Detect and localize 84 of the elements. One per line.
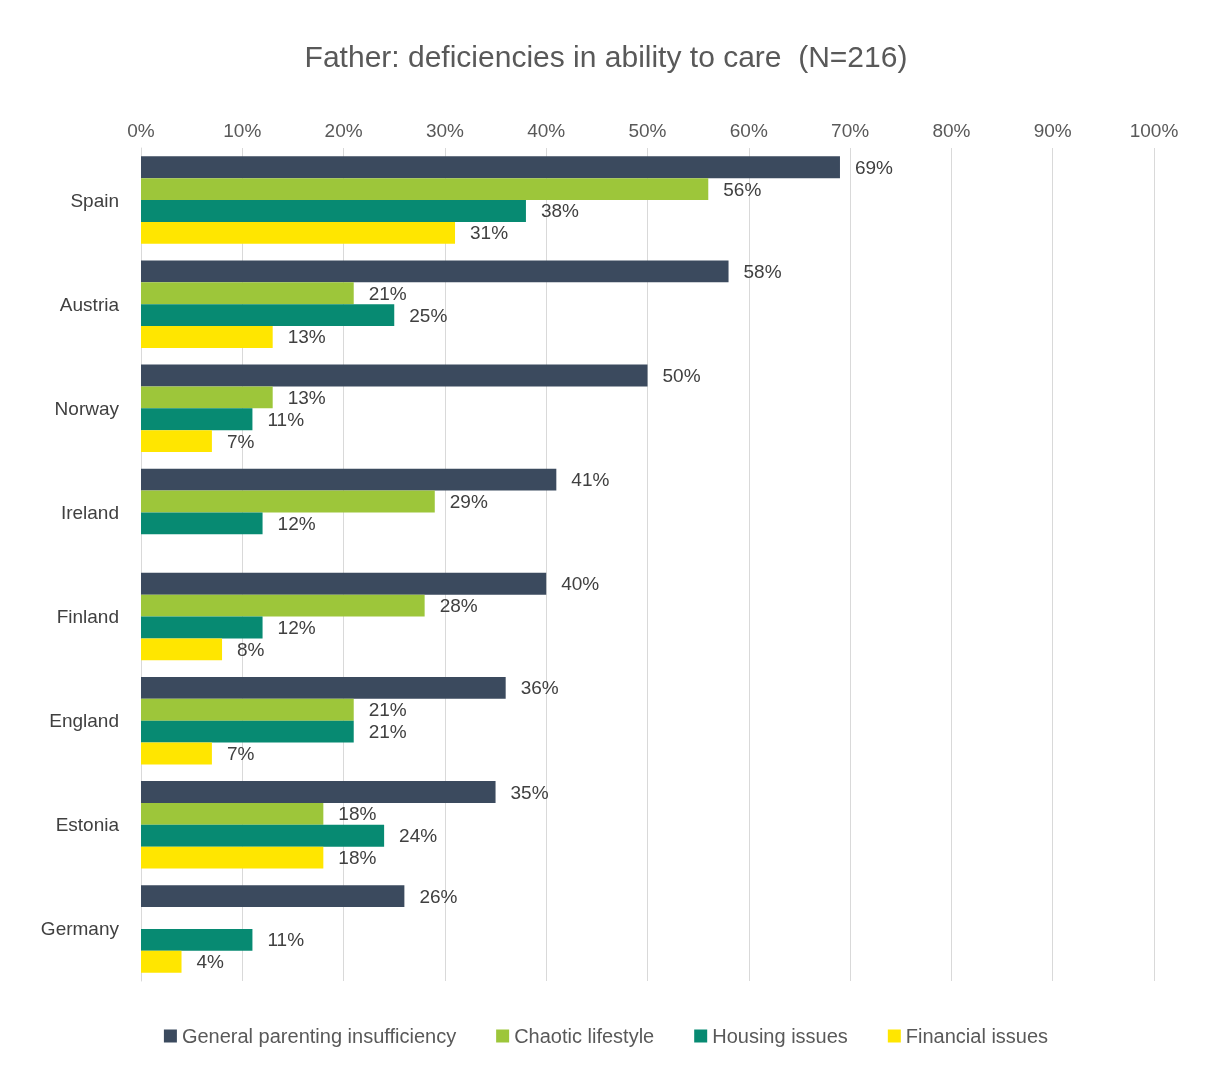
bar (141, 781, 496, 803)
bar (141, 885, 405, 908)
x-tick-label: 60% (729, 120, 768, 141)
data-label: 11% (267, 408, 305, 430)
x-tick-label: 30% (425, 120, 465, 141)
bar (141, 200, 526, 222)
bar (141, 698, 354, 721)
data-label: 13% (287, 386, 326, 408)
data-label: 41% (571, 469, 610, 491)
x-tick-label: 10% (223, 120, 262, 141)
legend-label: Housing issues (712, 1025, 848, 1047)
bar (141, 616, 263, 639)
bar (141, 221, 456, 244)
data-label: 29% (449, 491, 488, 512)
bar (141, 304, 395, 327)
bar (141, 846, 324, 869)
data-label: 12% (277, 512, 316, 534)
bar (141, 430, 212, 453)
data-label: 28% (439, 595, 478, 617)
bar (141, 676, 506, 699)
data-label: 36% (520, 677, 559, 699)
bar (141, 490, 435, 513)
bar (141, 742, 212, 765)
data-label: 18% (338, 803, 377, 825)
bar (141, 282, 354, 305)
bar (141, 594, 425, 617)
y-tick-label: Estonia (55, 814, 120, 836)
data-label: 50% (662, 365, 701, 387)
bar (141, 386, 273, 409)
bar (141, 802, 324, 825)
data-label: 56% (723, 178, 762, 200)
bar (141, 928, 253, 951)
data-label: 7% (226, 430, 255, 452)
bar (141, 156, 840, 179)
data-label: 11% (267, 929, 305, 951)
data-label: 18% (338, 847, 377, 869)
x-tick-label: 40% (527, 120, 566, 141)
bar (141, 260, 729, 283)
data-label: 21% (368, 282, 407, 304)
bar (141, 572, 547, 595)
y-tick-label: Norway (54, 397, 120, 419)
data-label: 21% (368, 699, 407, 721)
x-tick-label: 0% (127, 120, 155, 141)
data-label: 38% (540, 200, 580, 222)
data-label: 58% (743, 260, 782, 282)
bar (141, 638, 223, 661)
y-tick-label: England (49, 710, 119, 732)
legend-label: Chaotic lifestyle (514, 1025, 655, 1047)
y-tick-label: Ireland (60, 501, 119, 523)
data-label: 69% (854, 156, 894, 178)
x-tick-label: 70% (831, 120, 870, 141)
data-label: 7% (226, 742, 255, 764)
data-label: 8% (237, 638, 265, 660)
bar (141, 326, 273, 348)
bar (141, 824, 385, 847)
data-label: 13% (287, 326, 326, 348)
x-tick-label: 80% (932, 120, 971, 141)
bar (141, 512, 263, 535)
bar (141, 950, 182, 973)
bar (141, 468, 557, 491)
bar (141, 364, 648, 387)
data-label: 24% (399, 825, 438, 847)
x-tick-label: 100% (1129, 120, 1179, 141)
data-label: 21% (368, 721, 407, 743)
bar (141, 178, 709, 201)
data-label: 12% (277, 617, 316, 638)
chart-title: Father: deficiencies in ability to care (N=216) (304, 39, 908, 73)
x-tick-label: 20% (324, 120, 363, 141)
data-label: 4% (196, 951, 225, 973)
y-tick-label: Germany (40, 918, 120, 940)
data-label: 26% (419, 885, 458, 907)
data-label: 35% (510, 781, 549, 803)
y-tick-label: Spain (70, 189, 119, 211)
bar (141, 720, 354, 743)
data-label: 31% (470, 222, 509, 244)
legend-label: Financial issues (905, 1025, 1049, 1047)
data-label: 40% (561, 573, 600, 595)
legend-label: General parenting insufficiency (181, 1025, 457, 1047)
x-tick-label: 90% (1033, 120, 1072, 141)
bar (141, 408, 253, 431)
data-label: 25% (409, 304, 448, 326)
x-tick-label: 50% (628, 120, 667, 141)
y-tick-label: Austria (59, 293, 120, 315)
y-tick-label: Finland (56, 606, 119, 628)
